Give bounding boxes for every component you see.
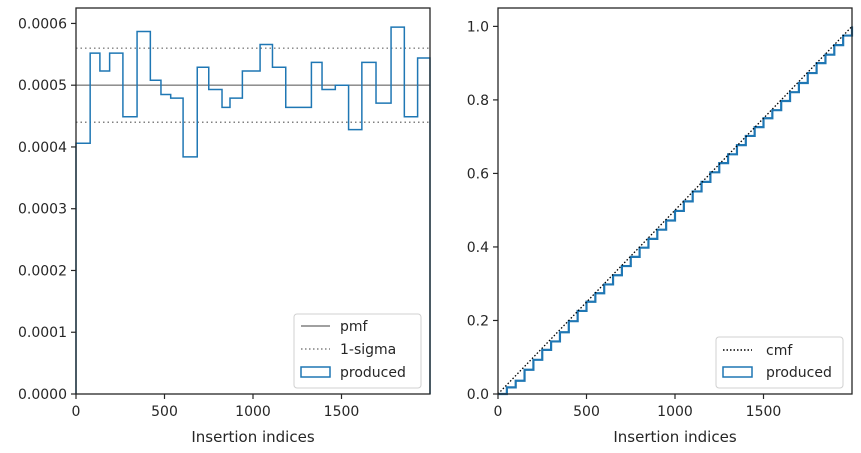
legend: cmf produced [715,336,844,389]
y-tick-label: 1.0 [467,19,489,35]
pmf-histogram-panel: 0 500 1000 1500 0.00000.00010.00020.00030.0… [18,7,431,446]
legend-cmf-label: cmf [766,343,793,359]
y-tick-label: 0.0000 [18,387,67,403]
y-tick-label: 0.4 [467,240,489,256]
y-tick-label: 0.0005 [18,78,67,94]
y-tick-label: 0.8 [467,93,489,109]
legend-pmf-label: pmf [340,319,369,335]
legend-produced-swatch [300,366,331,378]
cmf-panel: 0 500 1000 1500 0.0 0.2 0.4 0.6 0.8 1.0 Insertio… [467,7,854,446]
y-tick-label: 0.0001 [18,325,67,341]
legend: pmf 1-sigma produced [293,313,422,389]
x-tick-label: 500 [573,404,600,420]
legend-box [293,313,422,389]
legend-produced-swatch [722,366,753,378]
legend-produced-label: produced [340,365,406,381]
axes-frame [75,7,431,395]
y-tick-label: 0.0 [467,387,489,403]
x-tick-label: 500 [151,404,178,420]
axes-frame [497,7,853,395]
x-axis-ticks: 0 500 1000 1500 [494,394,782,420]
y-tick-label: 0.0002 [18,263,67,279]
y-tick-label: 0.0003 [18,202,67,218]
cmf-line [497,25,853,395]
x-tick-label: 1000 [657,404,693,420]
legend-sigma-label: 1-sigma [340,342,396,358]
data-layer [75,26,431,394]
y-tick-label: 0.2 [467,313,489,329]
produced-cumulative-series [498,26,854,396]
x-tick-label: 1500 [324,404,360,420]
data-layer [497,25,854,396]
produced-step-series [75,26,431,394]
x-axis-ticks: 0 500 1000 1500 [72,394,360,420]
y-tick-label: 0.6 [467,166,489,182]
x-tick-label: 1500 [746,404,782,420]
x-tick-label: 0 [72,404,81,420]
legend-produced-label: produced [766,365,832,381]
reference-lines [76,47,430,123]
y-tick-label: 0.0006 [18,16,67,32]
x-axis-label: Insertion indices [613,428,736,446]
y-tick-label: 0.0004 [18,140,67,156]
y-axis-ticks: 0.0000 0.0001 0.0002 0.0003 0.0004 0.0005 0.00… [18,16,76,403]
x-tick-label: 1000 [235,404,271,420]
x-tick-label: 0 [494,404,503,420]
y-axis-ticks: 0.0 0.2 0.4 0.6 0.8 1.0 [467,19,498,403]
x-axis-label: Insertion indices [191,428,314,446]
